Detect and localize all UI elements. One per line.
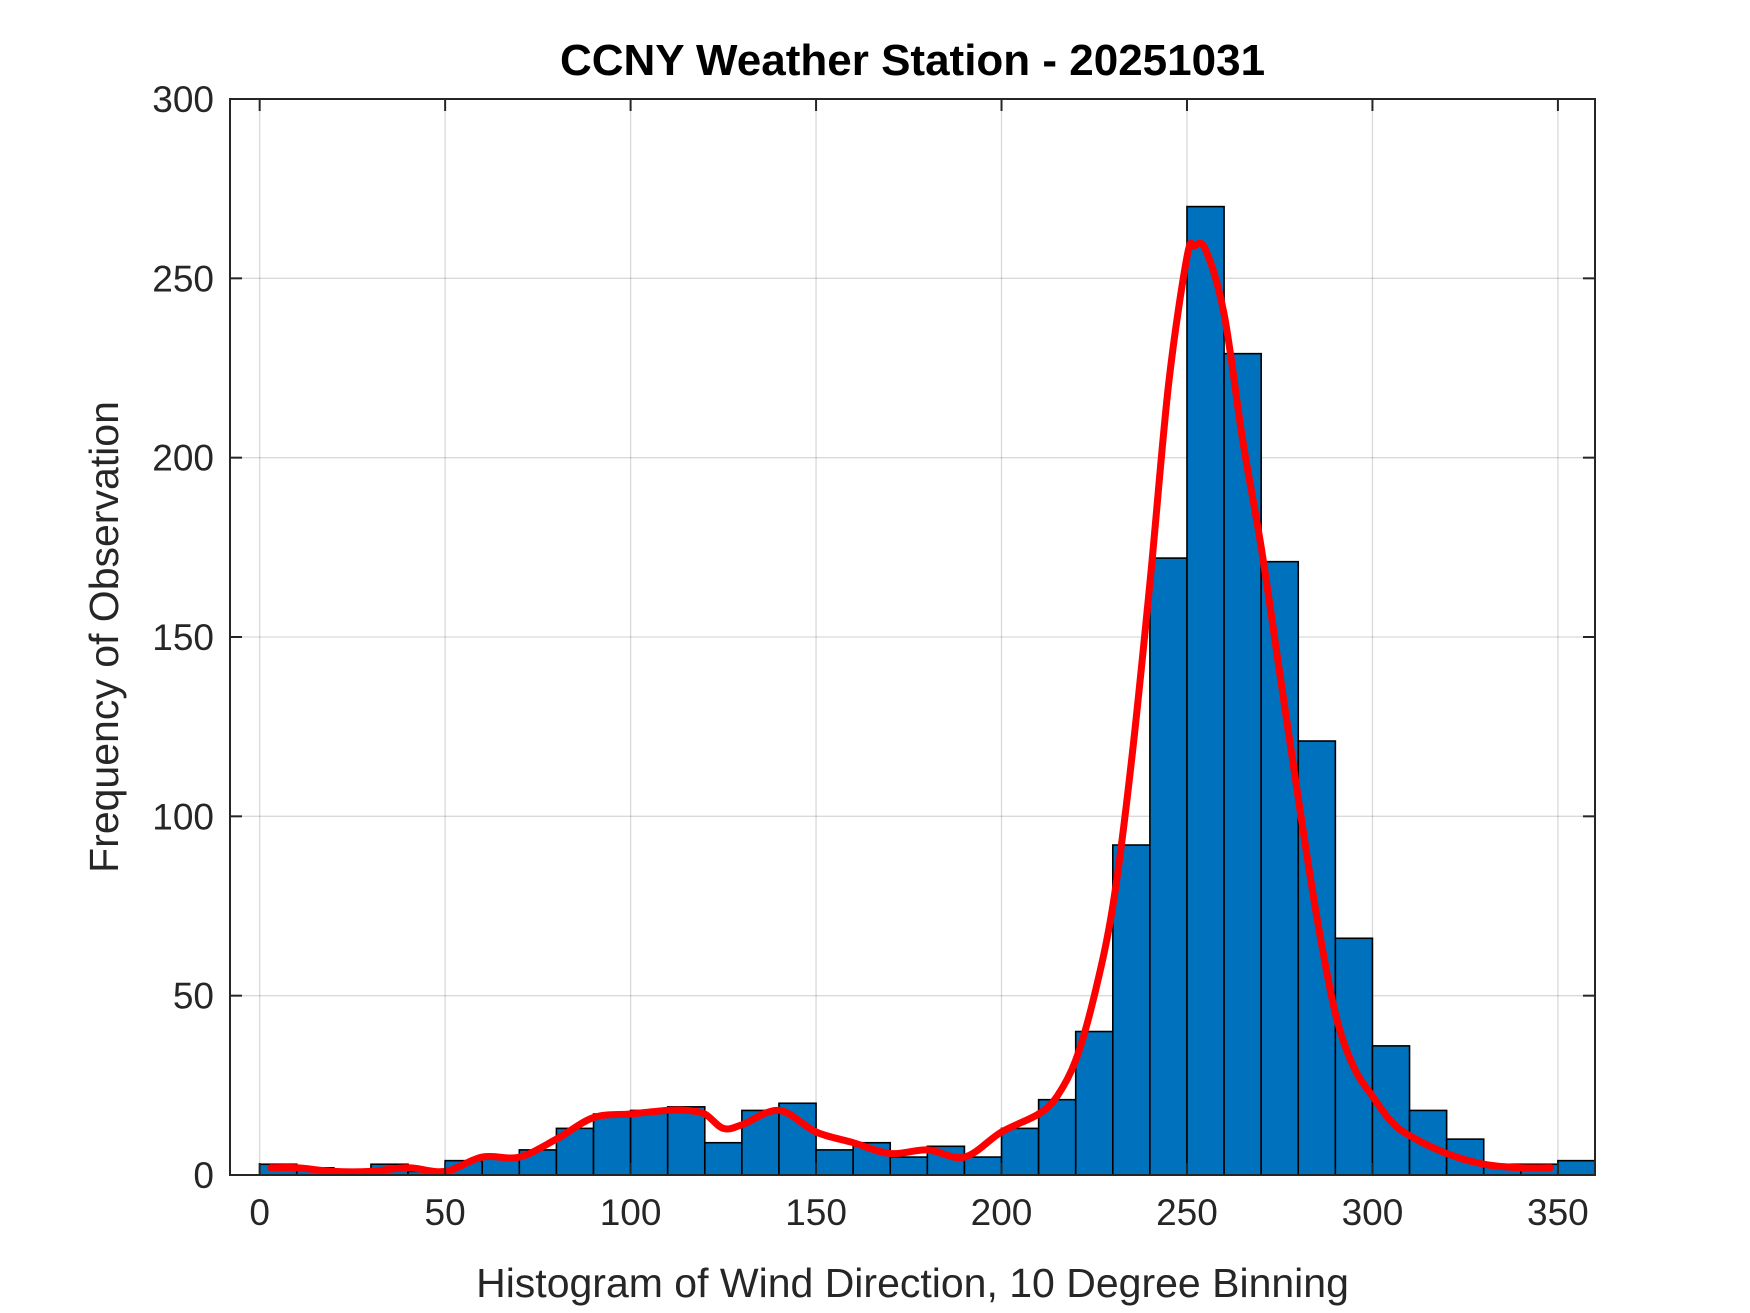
y-tick-label: 0 (193, 1155, 214, 1196)
x-tick-label: 0 (249, 1192, 270, 1233)
histogram-bar (703, 1141, 743, 1176)
x-tick-label: 200 (971, 1192, 1033, 1233)
y-tick-label: 100 (152, 796, 214, 837)
y-tick-label: 300 (152, 79, 214, 120)
y-tick-label: 200 (152, 438, 214, 479)
fit-curve (267, 239, 1554, 1176)
histogram-bar (666, 1106, 706, 1176)
histogram-bar (1111, 844, 1151, 1176)
x-axis-label: Histogram of Wind Direction, 10 Degree B… (476, 1260, 1349, 1306)
y-axis-label: Frequency of Observation (81, 401, 127, 873)
histogram-bar (1186, 205, 1225, 1176)
histogram-bar (1149, 557, 1188, 1176)
histogram-bar (1000, 1127, 1040, 1176)
y-tick-label: 150 (152, 617, 214, 658)
y-tick-labels: 0 50 100 150 200 250 300 (152, 79, 214, 1196)
x-tick-label: 150 (785, 1192, 847, 1233)
chart-title: CCNY Weather Station - 20251031 (560, 36, 1265, 85)
x-tick-label: 250 (1156, 1192, 1218, 1233)
histogram-bar (889, 1156, 929, 1176)
y-tick-label: 50 (173, 976, 214, 1017)
histogram-bar (1297, 740, 1337, 1176)
histogram-bar (1223, 352, 1262, 1176)
x-tick-label: 100 (600, 1192, 662, 1233)
x-tick-label: 300 (1342, 1192, 1404, 1233)
histogram-bar (592, 1113, 632, 1176)
y-tick-label: 250 (152, 258, 214, 299)
histogram-bar (629, 1109, 669, 1176)
x-tick-label: 50 (425, 1192, 466, 1233)
histogram-bar (963, 1156, 1003, 1176)
histogram-bar (1334, 937, 1374, 1176)
histogram-bar (815, 1149, 854, 1176)
histogram-bar (1371, 1045, 1411, 1176)
grid-lines (230, 98, 1595, 1176)
axis-ticks (230, 98, 1595, 1176)
x-tick-labels: 0 50 100 150 200 250 300 350 (249, 1192, 1588, 1233)
histogram-bars (258, 205, 1596, 1176)
histogram-bar (1557, 1159, 1596, 1176)
x-tick-label: 350 (1527, 1192, 1589, 1233)
